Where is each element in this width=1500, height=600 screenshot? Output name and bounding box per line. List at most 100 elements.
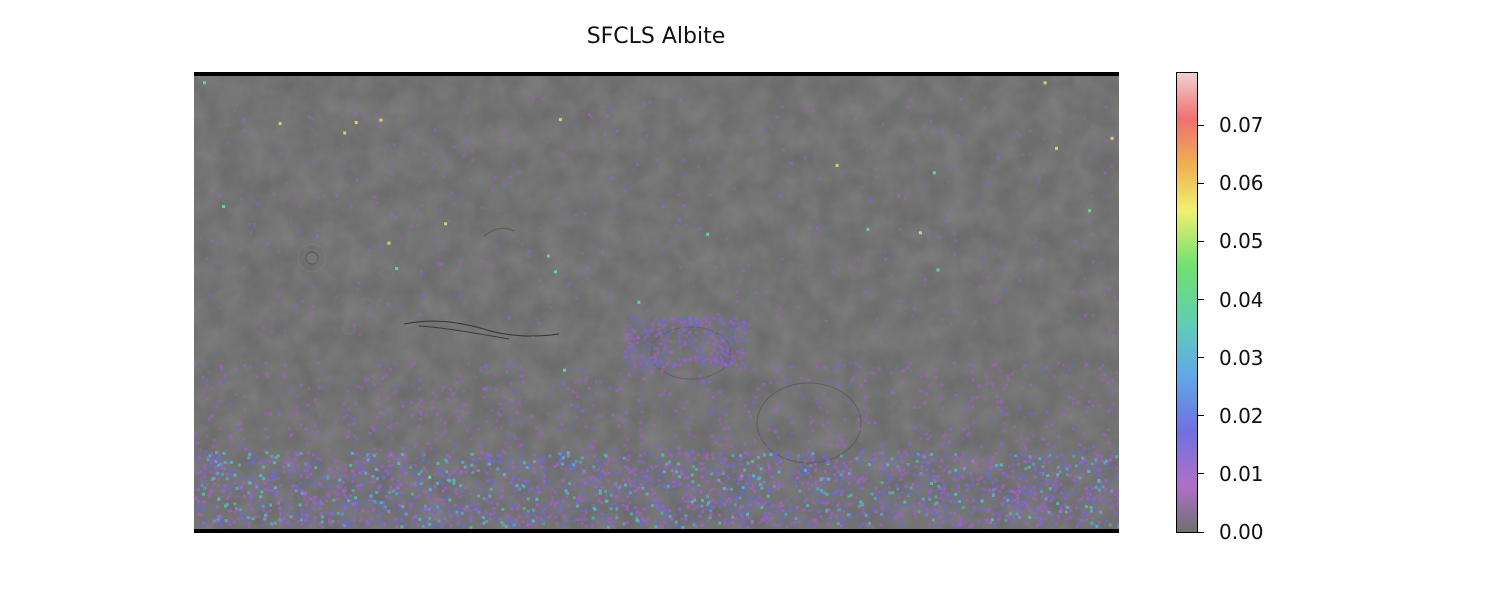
abundance-pixel [765,513,769,517]
abundance-pixel [871,455,875,459]
abundance-pixel [487,124,491,128]
abundance-pixel [644,474,648,478]
abundance-pixel [455,466,459,470]
abundance-pixel [212,519,216,523]
abundance-pixel [1100,378,1104,382]
abundance-pixel [378,364,382,368]
abundance-pixel [1057,514,1061,518]
abundance-pixel [776,485,780,489]
abundance-pixel [560,251,564,255]
abundance-pixel [1025,521,1029,525]
abundance-pixel [563,452,567,456]
abundance-pixel [861,503,865,507]
abundance-pixel [471,159,475,163]
abundance-pixel [307,315,310,319]
abundance-pixel [941,318,945,322]
abundance-pixel [530,520,534,523]
abundance-pixel [671,328,675,332]
abundance-pixel [998,511,1002,515]
abundance-pixel [594,493,598,497]
abundance-pixel [474,507,478,511]
abundance-pixel [564,489,568,493]
abundance-pixel [358,470,361,474]
abundance-pixel [535,459,539,463]
abundance-pixel [606,456,610,460]
abundance-pixel [1021,366,1025,370]
abundance-pixel [398,400,402,404]
abundance-pixel [511,477,515,481]
abundance-pixel [653,347,657,350]
abundance-pixel [809,475,813,479]
abundance-pixel [866,227,870,231]
abundance-pixel [347,422,351,426]
abundance-pixel [1114,512,1118,516]
abundance-pixel [725,474,729,478]
abundance-pixel [387,454,391,458]
abundance-pixel [299,423,303,426]
abundance-pixel [431,501,434,505]
abundance-pixel [1049,499,1053,503]
abundance-pixel [704,338,708,342]
abundance-pixel [675,470,679,474]
abundance-pixel [664,319,668,323]
abundance-pixel [901,380,904,384]
abundance-pixel [898,525,902,529]
abundance-pixel [202,508,206,512]
abundance-pixel [966,432,969,436]
abundance-pixel [1085,487,1088,491]
abundance-pixel [1101,364,1105,368]
abundance-pixel [897,496,901,500]
abundance-pixel [652,492,656,495]
abundance-pixel [675,318,679,322]
abundance-pixel [299,474,303,478]
abundance-pixel [625,411,628,415]
abundance-pixel [908,441,912,445]
abundance-pixel [984,372,988,376]
abundance-pixel [464,142,468,146]
abundance-pixel [1107,328,1111,332]
abundance-pixel [768,505,772,509]
abundance-pixel [470,148,474,152]
abundance-pixel [497,454,501,458]
abundance-pixel [511,163,515,167]
abundance-pixel [711,501,715,505]
abundance-pixel [527,513,531,517]
abundance-pixel [699,468,703,472]
abundance-pixel [606,292,610,296]
abundance-pixel [442,502,446,506]
abundance-pixel [287,455,290,459]
abundance-pixel [389,450,393,454]
abundance-pixel [1074,239,1078,243]
abundance-pixel [710,434,714,438]
abundance-pixel [1004,406,1008,410]
abundance-pixel [1110,489,1114,493]
abundance-pixel [940,524,944,528]
abundance-pixel [696,504,700,508]
abundance-pixel [250,462,254,466]
abundance-pixel [493,479,497,482]
abundance-pixel [724,354,728,358]
abundance-pixel [618,472,622,475]
abundance-pixel [213,475,217,479]
abundance-pixel [598,480,602,484]
abundance-pixel [664,506,668,509]
abundance-pixel [941,520,945,524]
abundance-pixel [1004,505,1008,509]
abundance-pixel [934,525,938,529]
abundance-pixel [456,513,459,517]
abundance-pixel [653,358,657,362]
abundance-pixel [1049,480,1053,484]
abundance-pixel [1091,147,1095,151]
abundance-pixel [1117,408,1119,412]
abundance-pixel [371,474,375,478]
abundance-pixel [557,502,561,506]
abundance-pixel [475,458,479,462]
abundance-pixel [688,460,692,464]
abundance-pixel [722,322,726,326]
abundance-pixel [322,476,326,480]
abundance-pixel [307,452,310,456]
abundance-pixel [206,370,210,374]
abundance-pixel [674,409,678,413]
abundance-pixel [709,412,713,416]
abundance-pixel [659,356,663,360]
